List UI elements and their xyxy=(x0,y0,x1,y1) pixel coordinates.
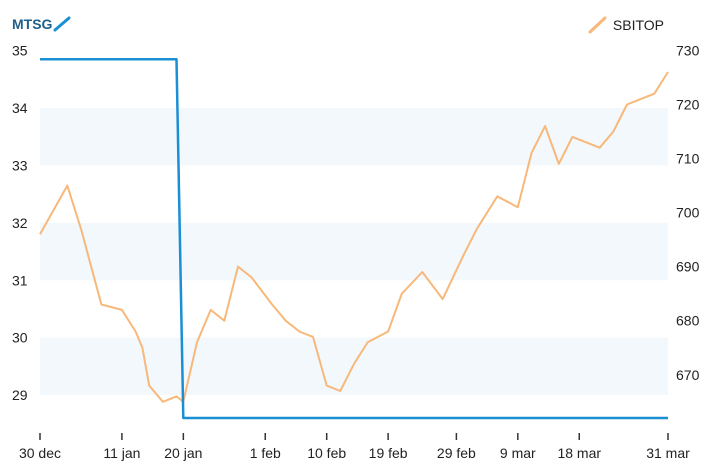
y-left-tick-label: 33 xyxy=(12,158,28,174)
x-tick-label: 20 jan xyxy=(164,445,202,461)
x-tick-label: 30 dec xyxy=(19,445,61,461)
y-left-tick-label: 34 xyxy=(12,100,28,116)
y-left-tick-label: 31 xyxy=(12,272,28,288)
legend-line-mtsg-icon xyxy=(53,16,71,32)
series-group xyxy=(39,58,669,420)
y-right-tick-label: 680 xyxy=(676,313,700,329)
y-right-tick-label: 670 xyxy=(676,367,700,383)
x-tick-label: 11 jan xyxy=(103,445,140,461)
x-axis: 30 dec 11 jan 20 jan 1 feb 10 feb 19 feb 29 fe… xyxy=(19,433,690,461)
x-tick-label: 9 mar xyxy=(500,445,536,461)
right-axis: 730 720 710 700 690 680 670 xyxy=(676,42,700,382)
grid-band xyxy=(40,222,668,281)
y-left-tick-label: 32 xyxy=(12,215,28,231)
y-left-tick-label: 30 xyxy=(12,330,28,346)
x-tick-label: 1 feb xyxy=(250,445,281,461)
legend-line-sbitop-icon xyxy=(588,16,607,34)
x-tick-label: 19 feb xyxy=(369,445,408,461)
legend-mtsg: MTSG xyxy=(12,16,72,32)
legend-label-sbitop: SBITOP xyxy=(612,17,664,33)
y-left-tick-label: 35 xyxy=(12,43,28,59)
x-tick-label: 31 mar xyxy=(646,445,690,461)
y-right-tick-label: 730 xyxy=(676,42,700,58)
legend-label-mtsg: MTSG xyxy=(12,16,53,32)
grid-bands xyxy=(40,108,668,396)
x-tick-label: 18 mar xyxy=(557,445,601,461)
x-tick-label: 29 feb xyxy=(437,445,476,461)
series-line-sbitop xyxy=(39,71,669,403)
y-right-tick-label: 720 xyxy=(676,96,700,112)
y-right-tick-label: 690 xyxy=(676,259,700,275)
left-axis: 35 34 33 32 31 30 29 xyxy=(12,43,28,403)
legend-sbitop: SBITOP xyxy=(587,16,664,34)
series-line-mtsg xyxy=(40,58,668,420)
y-right-tick-label: 700 xyxy=(676,205,700,221)
grid-band xyxy=(40,337,668,396)
x-tick-label: 10 feb xyxy=(307,445,346,461)
y-left-tick-label: 29 xyxy=(12,387,28,403)
y-right-tick-label: 710 xyxy=(676,151,700,167)
